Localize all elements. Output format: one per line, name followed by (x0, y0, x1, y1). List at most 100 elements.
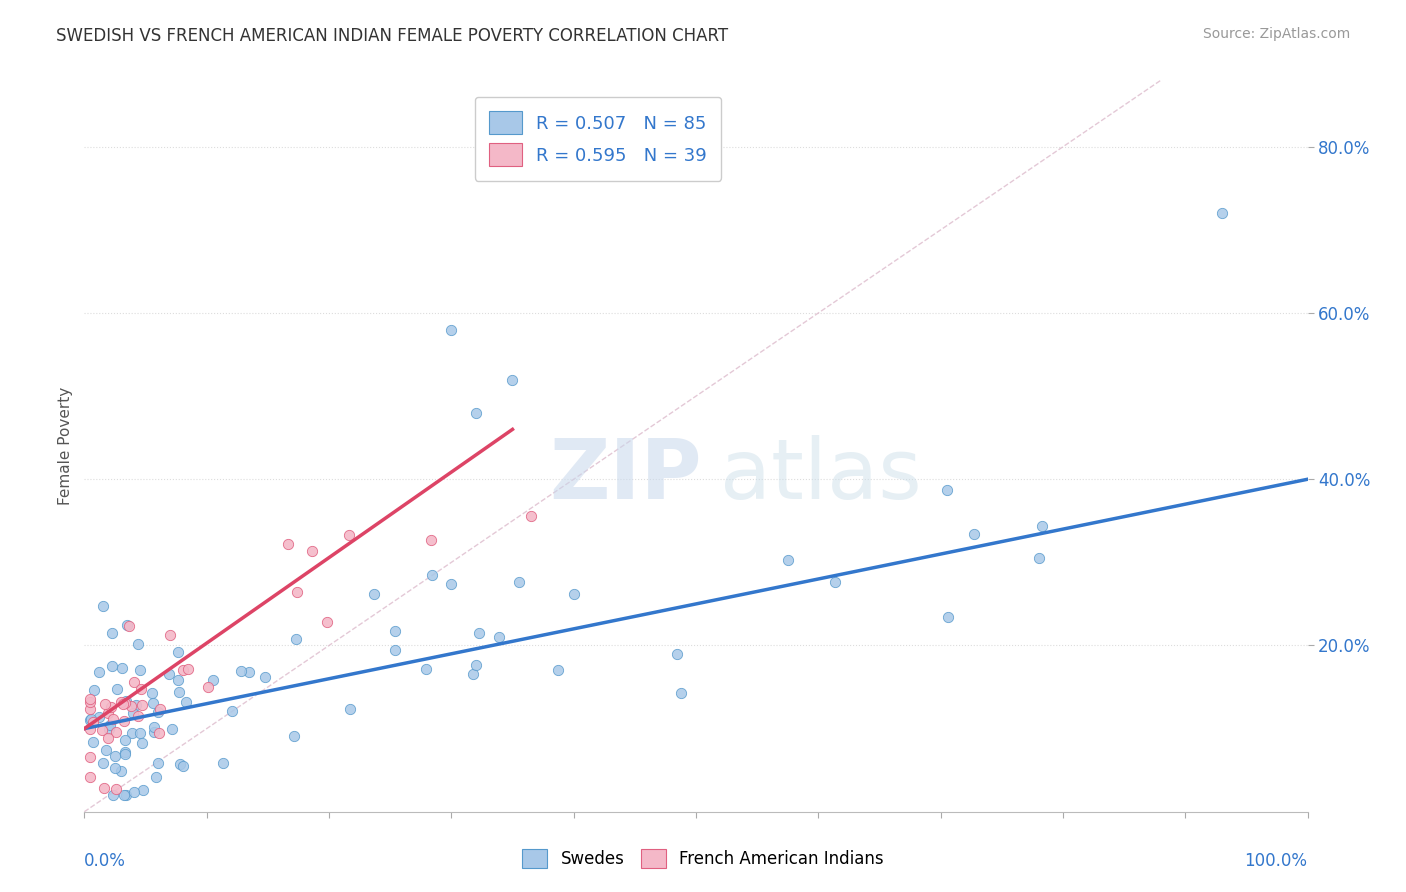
Point (79, 713, 101, 727)
Point (1031, 518, 1053, 533)
Point (110, 764, 132, 778)
Point (502, 372, 524, 386)
Point (177, 662, 200, 676)
Point (167, 673, 190, 687)
Text: 100.0%: 100.0% (1244, 852, 1308, 870)
Point (101, 626, 124, 640)
Point (98, 723, 121, 737)
Point (142, 724, 165, 739)
Point (114, 745, 136, 759)
Text: 0.0%: 0.0% (84, 852, 127, 870)
Point (384, 643, 406, 657)
Point (121, 706, 143, 721)
Point (114, 747, 136, 761)
Legend: R = 0.507   N = 85, R = 0.595   N = 39: R = 0.507 N = 85, R = 0.595 N = 39 (475, 96, 721, 181)
Point (221, 704, 243, 718)
Point (146, 705, 169, 719)
Point (1028, 551, 1050, 566)
Point (464, 658, 486, 673)
Point (149, 702, 172, 716)
Point (283, 729, 305, 743)
Point (339, 702, 361, 716)
Point (91, 756, 114, 770)
Point (79, 771, 101, 785)
Point (79, 692, 101, 706)
Point (110, 695, 132, 709)
Point (141, 686, 163, 700)
Point (148, 726, 170, 740)
Point (112, 697, 135, 711)
Point (101, 659, 124, 673)
Point (79, 695, 101, 709)
Point (90, 723, 112, 738)
Point (143, 720, 166, 734)
Y-axis label: Female Poverty: Female Poverty (58, 387, 73, 505)
Text: atlas: atlas (720, 434, 922, 516)
Point (93, 780, 115, 795)
Point (117, 619, 139, 633)
Point (824, 575, 846, 590)
Point (172, 663, 194, 677)
Point (508, 574, 530, 589)
Point (79, 701, 101, 715)
Point (129, 663, 152, 677)
Point (124, 785, 146, 799)
Point (197, 680, 219, 694)
Point (87, 665, 110, 679)
Point (105, 782, 128, 797)
Point (229, 665, 252, 679)
Point (157, 667, 180, 681)
Point (79, 723, 101, 737)
Point (115, 617, 138, 632)
Point (301, 544, 323, 558)
Point (115, 788, 138, 802)
Point (415, 662, 437, 676)
Point (936, 610, 959, 624)
Point (665, 648, 688, 662)
Point (160, 722, 183, 736)
Point (83, 682, 105, 697)
Point (98, 717, 121, 731)
Point (159, 628, 181, 642)
Point (464, 406, 486, 420)
Point (212, 756, 235, 770)
Point (100, 700, 122, 714)
Point (142, 696, 165, 710)
Point (253, 670, 276, 684)
Point (104, 748, 127, 763)
Point (1211, 206, 1233, 220)
Point (166, 645, 188, 659)
Point (114, 696, 136, 710)
Point (80, 712, 103, 726)
Point (124, 674, 146, 689)
Point (129, 725, 152, 739)
Text: Source: ZipAtlas.com: Source: ZipAtlas.com (1202, 27, 1350, 41)
Point (935, 483, 957, 497)
Point (101, 788, 124, 802)
Point (238, 665, 260, 680)
Point (562, 587, 585, 601)
Point (112, 788, 135, 802)
Point (104, 761, 127, 775)
Point (315, 615, 337, 629)
Point (79, 750, 101, 764)
Point (120, 698, 142, 713)
Point (82, 714, 104, 729)
Point (114, 694, 136, 708)
Point (420, 533, 443, 548)
Point (145, 770, 167, 784)
Legend: Swedes, French American Indians: Swedes, French American Indians (516, 842, 890, 875)
Point (127, 709, 149, 723)
Point (169, 757, 191, 772)
Point (962, 527, 984, 541)
Point (285, 632, 308, 647)
Point (110, 661, 132, 675)
Point (148, 756, 170, 771)
Point (488, 631, 510, 645)
Point (104, 725, 127, 739)
Point (520, 509, 543, 524)
Point (94, 742, 117, 756)
Point (105, 682, 128, 697)
Point (420, 568, 443, 582)
Text: SWEDISH VS FRENCH AMERICAN INDIAN FEMALE POVERTY CORRELATION CHART: SWEDISH VS FRENCH AMERICAN INDIAN FEMALE… (56, 27, 728, 45)
